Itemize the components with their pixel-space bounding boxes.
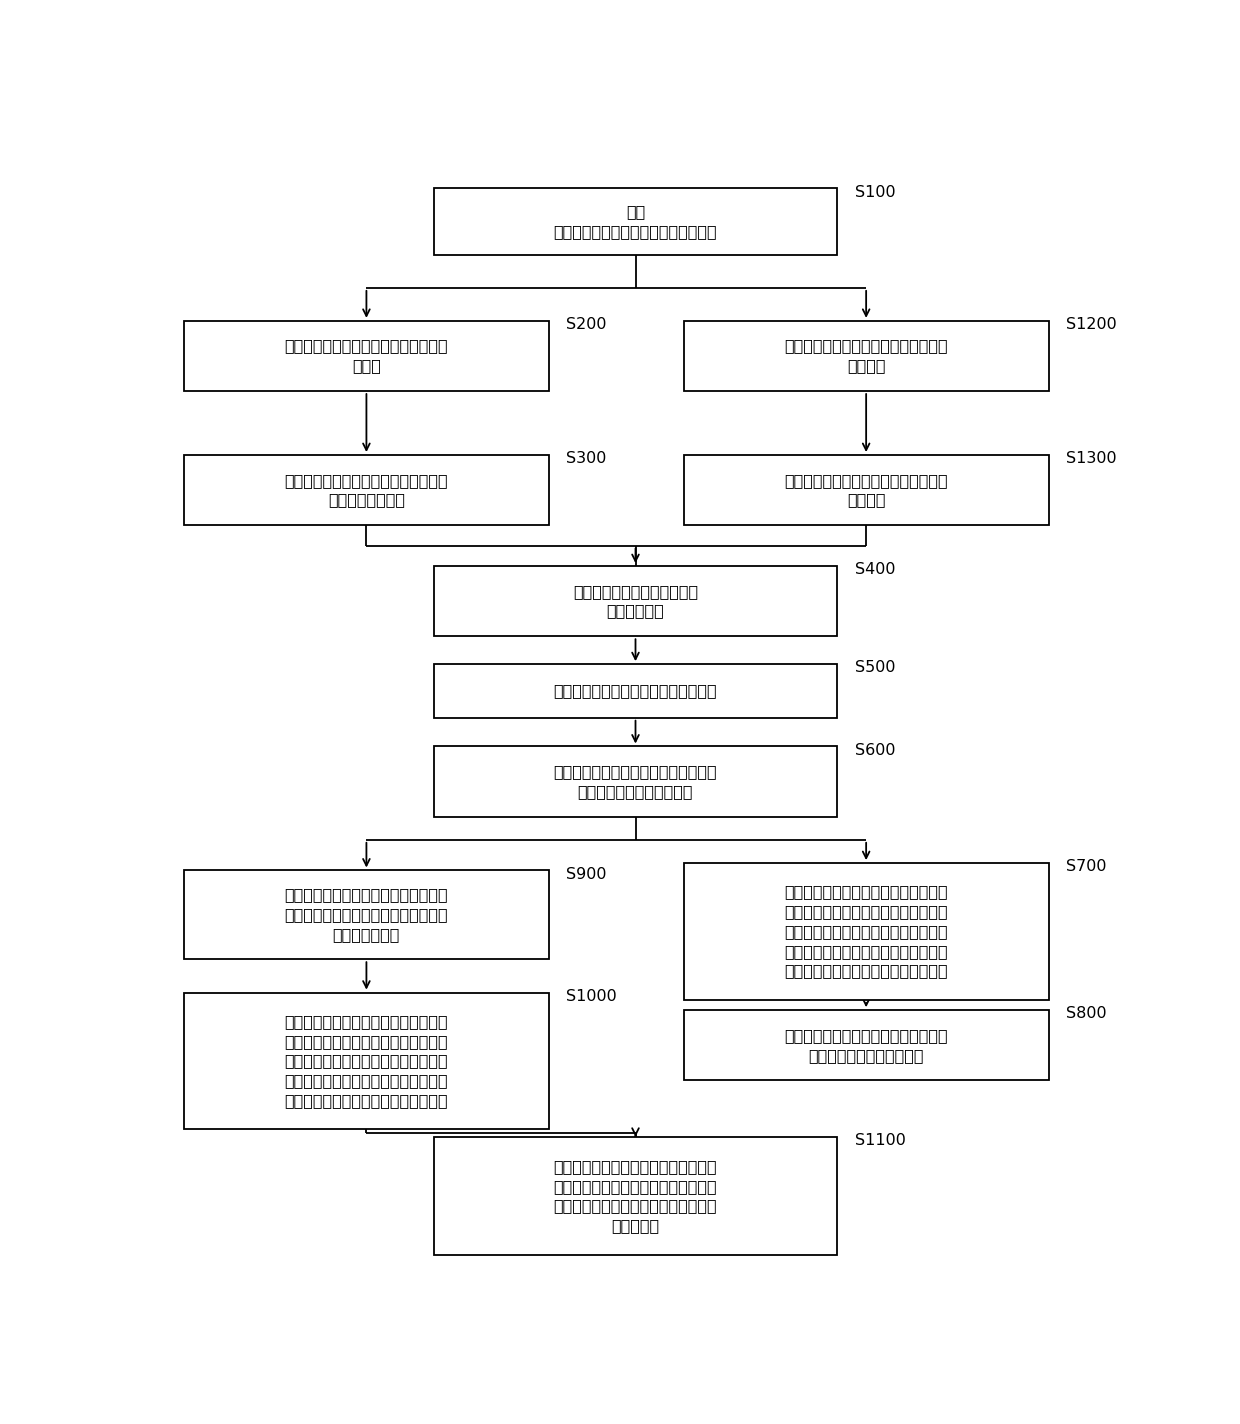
Text: 当所述工作功率大于所述第一预设功率
阈值时，控制面食机的电机按照第一预
设速率反转第三预设时间段，再次检测
面条机的工作功率，并将面食机的工作
功率与所述第一预: 当所述工作功率大于所述第一预设功率 阈值时，控制面食机的电机按照第一预 设速率反… xyxy=(785,884,947,978)
Text: S800: S800 xyxy=(1066,1007,1106,1021)
Bar xyxy=(434,1136,837,1256)
Bar xyxy=(683,1010,1049,1081)
Text: S300: S300 xyxy=(567,451,606,466)
Bar xyxy=(184,454,549,525)
Text: S100: S100 xyxy=(854,185,895,199)
Text: 接受输入的操作指令，判断是否需要制
作饺子皮: 接受输入的操作指令，判断是否需要制 作饺子皮 xyxy=(785,339,947,373)
Text: S1100: S1100 xyxy=(854,1134,905,1148)
Text: S200: S200 xyxy=(567,318,606,332)
Bar xyxy=(683,863,1049,1000)
Text: 当所述工作功率小于所述第二预设功率
阈值时，控制面食机的电机按照第二预
设速率反转第四预设时间段，再次检测
面食机的工作功率，并将面食机的工作
功率与所述第二预: 当所述工作功率小于所述第二预设功率 阈值时，控制面食机的电机按照第二预 设速率反… xyxy=(285,1014,448,1108)
Text: S400: S400 xyxy=(854,562,895,577)
Text: S1300: S1300 xyxy=(1066,451,1117,466)
Text: 面食
机在接收到开启指令时开启并开始计时: 面食 机在接收到开启指令时开启并开始计时 xyxy=(554,205,717,239)
Bar xyxy=(683,320,1049,392)
Text: S700: S700 xyxy=(1066,859,1106,874)
Text: 在第二预设时间段内控制面食机出面食: 在第二预设时间段内控制面食机出面食 xyxy=(554,684,717,698)
Text: S900: S900 xyxy=(567,867,606,881)
Text: 当所述工作功率小于所述第一预设功率
阈值时，将所述工作功率与第二预设功
率阈值进行比较: 当所述工作功率小于所述第一预设功率 阈值时，将所述工作功率与第二预设功 率阈值进… xyxy=(285,887,448,943)
Text: 在需要制作面条时，开启面食机中控制
吹风装置进行吹风: 在需要制作面条时，开启面食机中控制 吹风装置进行吹风 xyxy=(285,473,448,507)
Text: 在需要制作饺子皮时，控制吹风装置不
进行吹风: 在需要制作饺子皮时，控制吹风装置不 进行吹风 xyxy=(785,473,947,507)
Bar xyxy=(434,565,837,637)
Text: 检测面食机的工作功率，将所述工作功
率与第一预设功率阈值比较: 检测面食机的工作功率，将所述工作功 率与第一预设功率阈值比较 xyxy=(554,765,717,799)
Text: S500: S500 xyxy=(854,661,895,675)
Text: 在第一预设时间段内控制面食
机搅拌揉面粉: 在第一预设时间段内控制面食 机搅拌揉面粉 xyxy=(573,584,698,618)
Bar xyxy=(184,870,549,960)
Text: 接受输入的操作指令，判断是否需要制
作面条: 接受输入的操作指令，判断是否需要制 作面条 xyxy=(285,339,448,373)
Text: S1000: S1000 xyxy=(567,988,618,1004)
Bar xyxy=(434,746,837,817)
Bar xyxy=(683,454,1049,525)
Bar xyxy=(184,320,549,392)
Text: S1200: S1200 xyxy=(1066,318,1117,332)
Text: 当所述工作功率小于所述第二预设功率
阈值时，判断计时是否达到预设时间阈
值，并在计时达到预设时间阈值时控制
面食机待机: 当所述工作功率小于所述第二预设功率 阈值时，判断计时是否达到预设时间阈 值，并在… xyxy=(554,1159,717,1233)
Text: 当所述工作功率大于所述第一预设功率
阈值时，发出异常报警信息: 当所述工作功率大于所述第一预设功率 阈值时，发出异常报警信息 xyxy=(785,1028,947,1062)
Bar xyxy=(434,188,837,255)
Bar xyxy=(184,993,549,1129)
Text: S600: S600 xyxy=(854,743,895,758)
Bar xyxy=(434,664,837,718)
